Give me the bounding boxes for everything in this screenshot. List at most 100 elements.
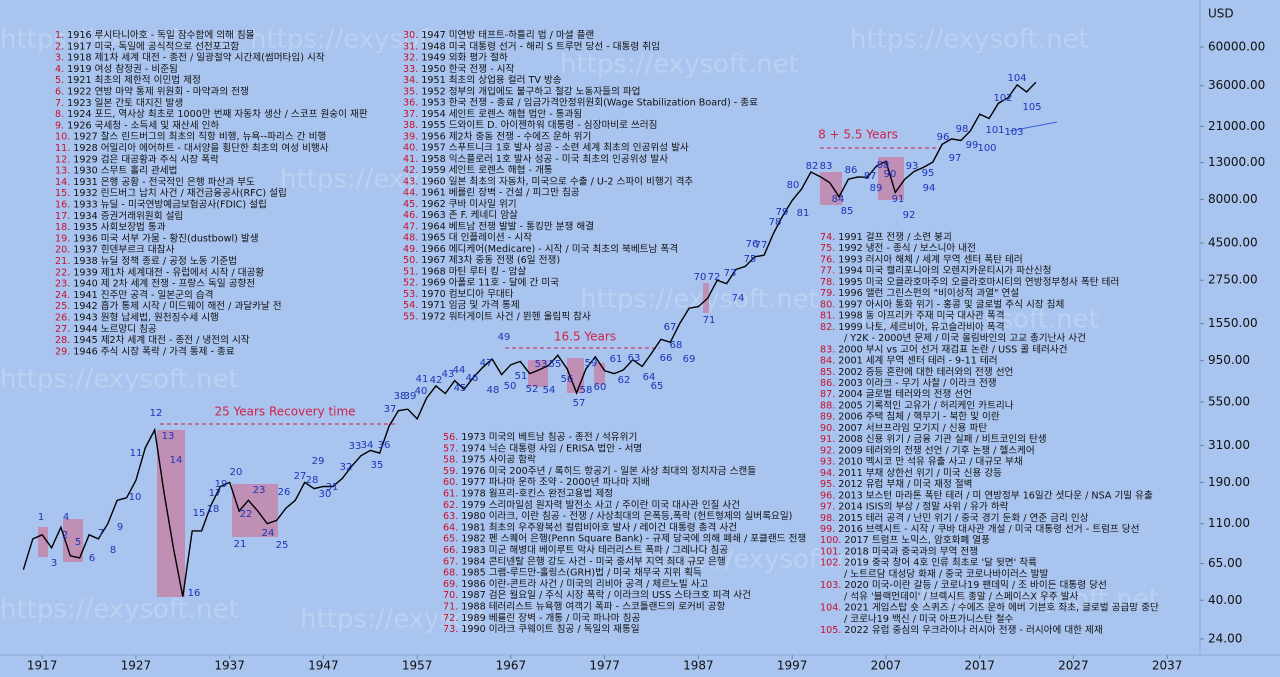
x-tick-label: 1997	[777, 659, 808, 673]
event-text: 2019 중국 창어 4호 인류 최초로 '달 뒷면' 착륙	[844, 557, 1037, 569]
event-text: 1937 힌덴부르크 대참사	[73, 244, 174, 256]
event-number: 83.	[820, 344, 835, 355]
event-number: 102.	[820, 558, 841, 569]
event-text: 1965 대 인플레이션 - 시작	[421, 233, 532, 244]
event-marker: 13	[162, 431, 175, 442]
event-number: 1.	[55, 30, 64, 41]
event-entry: 84. 2001 세계 무역 센터 테러 - 9-11 테러	[820, 356, 998, 367]
event-text: 1996 앨런 그린스펀의 "비이성적 과열" 연설	[838, 287, 1019, 299]
event-text: 1973 미국의 베트남 침공 - 종전 / 석유위기	[461, 431, 637, 443]
event-number: 98.	[820, 513, 835, 524]
watermark: https://exysoft.net	[580, 285, 819, 315]
event-text: 1921 최초의 제한적 이민법 제정	[67, 74, 201, 86]
event-number: 30.	[403, 30, 418, 41]
event-number: 49.	[403, 244, 418, 255]
event-marker: 87	[864, 171, 877, 182]
event-marker: 52	[526, 384, 539, 395]
y-tick-label: 2750.00	[1208, 273, 1258, 287]
event-number: 17.	[55, 211, 70, 222]
event-number: 42.	[403, 165, 418, 176]
event-text: 1940 제 2차 세계 전쟁 - 프랑스 독일 공향전	[73, 278, 255, 290]
event-text: 1927 찰스 린드버그의 최초의 직항 비행, 뉴욕--파리스 간 비행	[73, 131, 326, 143]
event-entry: 4. 1919 여성 참정권 - 비준됨	[55, 63, 178, 75]
event-text: 1942 흡가 통제 시작 / 미드웨이 해전 / 과달카날 전	[73, 300, 281, 312]
event-entry: 60. 1977 파나마 운하 조약 - 2000년 파나마 지배	[443, 476, 650, 488]
event-number: 31.	[403, 41, 418, 52]
event-number: 10.	[55, 132, 70, 143]
event-text: 1922 연방 마약 통제 위원회 - 마약과의 전쟁	[67, 86, 249, 98]
event-entry: 97. 2014 ISIS의 부상 / 정말 사위 / 유가 하락	[820, 501, 1009, 513]
x-tick-label: 1937	[214, 659, 245, 673]
event-entry: 88. 2005 기록적인 고유가 / 허리케인 카트리나	[820, 399, 1014, 411]
watermark: https://exysoft.net	[850, 25, 1089, 55]
event-number: 100.	[820, 535, 841, 546]
event-text: 1974 닉슨 대통령 사임 / ERISA 법안 - 서명	[461, 442, 642, 454]
event-entry: 29. 1946 주식 시장 폭락 / 가격 통제 - 종료	[55, 345, 235, 357]
event-entry: 56. 1973 미국의 베트남 침공 - 종전 / 석유위기	[443, 431, 637, 443]
event-marker: 71	[703, 315, 716, 326]
event-entry: 102. 2019 중국 창어 4호 인류 최초로 '달 뒷면' 착륙	[820, 557, 1037, 569]
event-number: 99.	[820, 524, 835, 535]
event-text: 1958 익스플로러 1호 발사 성공 - 미국 최초의 인공위성 발사	[421, 153, 668, 165]
event-entry: 101. 2018 미국과 중국과의 무역 전쟁	[820, 546, 978, 557]
event-marker: 65	[651, 381, 664, 392]
event-marker: 45	[454, 383, 467, 394]
event-marker: 41	[416, 374, 429, 385]
event-marker: 28	[306, 475, 319, 486]
event-entry: 13. 1930 스무트 홀리 관세법	[55, 165, 177, 177]
event-text: 1959 세인트 로렌스 해협 - 개통	[421, 164, 553, 176]
event-number: 36.	[403, 98, 418, 109]
event-entry: 74. 1991 걸프 전쟁 / 소련 붕괴	[820, 231, 952, 243]
event-text: 1969 아폴로 11호 - 달에 간 미국	[421, 277, 559, 289]
event-number: 55.	[403, 311, 418, 322]
x-tick-label: 1927	[121, 659, 152, 673]
event-marker: 25	[276, 540, 289, 551]
event-number: 71.	[443, 602, 458, 613]
event-marker: 69	[683, 354, 696, 365]
event-marker: 102	[993, 93, 1012, 104]
event-marker: 29	[312, 456, 325, 467]
x-tick-label: 1977	[589, 659, 620, 673]
event-number: 101.	[820, 546, 841, 557]
event-entry: 52. 1969 아폴로 11호 - 달에 간 미국	[403, 277, 559, 289]
event-text: 1930 스무트 홀리 관세법	[73, 165, 177, 177]
event-text: 1964 베트남 전쟁 발발 - 통킹만 분쟁 해결	[421, 220, 594, 232]
event-marker: 80	[787, 180, 800, 191]
event-entry: 37. 1954 세인트 로렌스 해협 법안 - 통과됨	[403, 108, 582, 120]
event-number: 61.	[443, 489, 458, 500]
event-number: 48.	[403, 233, 418, 244]
event-text: 1947 미연방 태프트-하틀리 법 / 마셜 플랜	[421, 29, 594, 41]
event-number: 74.	[820, 232, 835, 243]
event-text: 2003 이라크 - 무기 사찰 / 이라크 전쟁	[838, 378, 996, 389]
event-entry: 79. 1996 앨런 그린스펀의 "비이성적 과열" 연설	[820, 287, 1019, 299]
event-entry: 87. 2004 글로벌 테러와의 전쟁 선언	[820, 388, 972, 400]
event-entry: 40. 1957 스푸트니크 1호 발사 성공 - 소련 세계 최초의 인공위성 …	[403, 142, 689, 154]
y-tick-label: 310.00	[1208, 438, 1250, 452]
event-marker: 62	[618, 375, 631, 386]
event-entry: 47. 1964 베트남 전쟁 발발 - 통킹만 분쟁 해결	[403, 220, 594, 232]
event-entry: 26. 1943 원형 납세법, 원천징수세 시행	[55, 312, 219, 324]
y-tick-label: 40.00	[1208, 593, 1242, 607]
event-entry: 62. 1979 스리마일섬 원자력 발전소 사고 / 주이란 미국 대사관 인질…	[443, 499, 740, 511]
event-marker: 22	[240, 509, 253, 520]
event-marker: 15	[193, 508, 206, 519]
event-text: 1999 나토, 세르비아, 유고슬라비아 폭격	[838, 321, 1004, 333]
event-entry: 25. 1942 흡가 통제 시작 / 미드웨이 해전 / 과달카날 전	[55, 300, 282, 312]
event-number: 54.	[403, 300, 418, 311]
event-number: 85.	[820, 367, 835, 378]
event-entry: 68. 1985 그램-루드만-홀링스(GRH)법 / 미국 채무국 지위 획득	[443, 567, 702, 579]
event-entry: 20. 1937 힌덴부르크 대참사	[55, 244, 175, 256]
event-entry: 104. 2021 게임스탑 숏 스퀴즈 / 수에즈 운하 에버 기븐호 좌초, …	[820, 602, 1159, 614]
event-number: 94.	[820, 468, 835, 479]
event-number: 84.	[820, 356, 835, 367]
event-number: 37.	[403, 109, 418, 120]
watermark: https://exysoft.net	[920, 585, 1159, 615]
x-tick-label: 1917	[27, 659, 58, 673]
event-marker: 57	[573, 398, 586, 409]
event-entry: 92. 2009 테러와의 전쟁 선언 / 기후 논쟁 / 헬스케어	[820, 444, 1035, 456]
event-text: 1928 어밀리아 에어하트 - 대서양을 횡단한 최초의 여성 비행사	[73, 142, 328, 154]
event-text: 2001 세계 무역 센터 테러 - 9-11 테러	[838, 356, 997, 367]
event-text: 1998 동 아프리카 주재 미국 대사관 폭격	[838, 310, 1004, 322]
event-marker: 60	[594, 382, 607, 393]
y-tick-label: 8000.00	[1208, 192, 1258, 206]
